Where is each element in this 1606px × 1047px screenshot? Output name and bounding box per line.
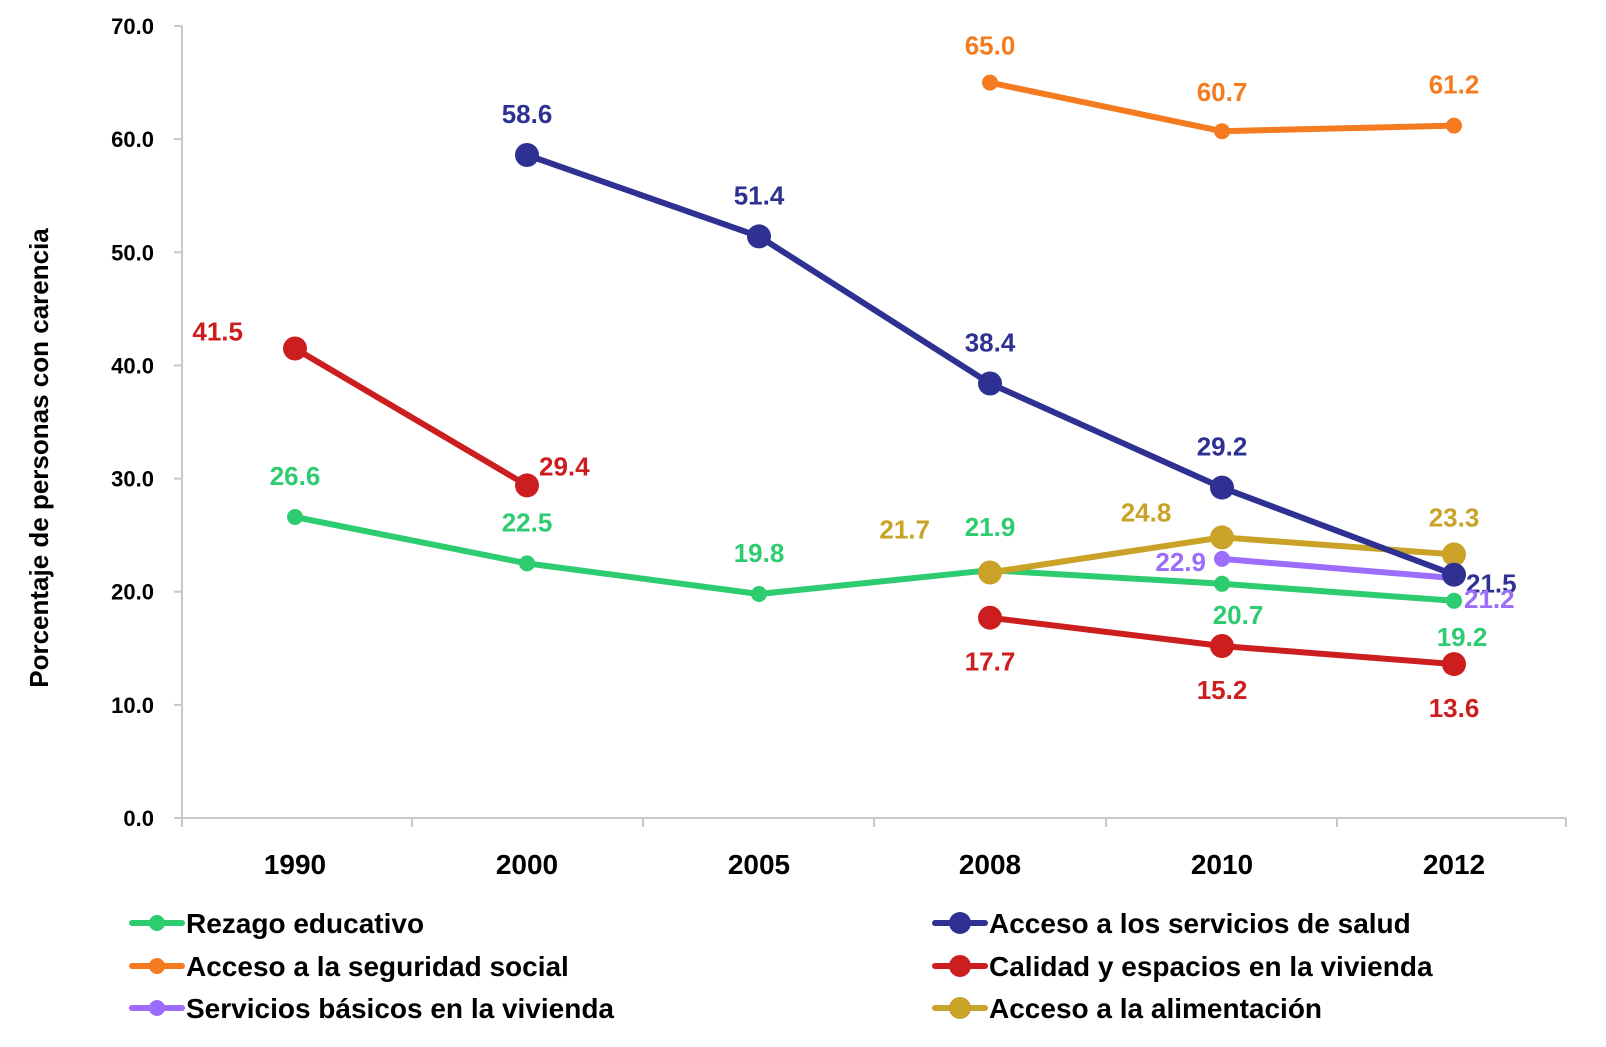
data-label: 21.9 [965,512,1016,542]
series-line [292,514,1457,604]
data-label: 60.7 [1197,77,1248,107]
data-label: 58.6 [502,99,553,129]
data-point [978,371,1002,396]
data-label: 22.5 [502,507,553,537]
series-acceso-a-los-servicios-de-salud [515,143,1466,587]
legend-swatch-marker [149,958,165,974]
data-point [1446,117,1462,134]
data-label: 19.2 [1437,622,1488,652]
legend-swatch-marker [149,1000,165,1016]
data-point [982,74,998,91]
legend-swatch-marker [949,997,971,1019]
data-label: 29.4 [539,451,590,481]
series-servicios-basicos-en-la-vivienda [1214,550,1462,587]
y-tick-label: 40.0 [111,353,154,378]
legend-swatch-marker [949,955,971,977]
data-point [515,473,539,498]
legend-item-acceso-a-la-seguridad-social: Acceso a la seguridad social [129,951,569,982]
data-label: 21.2 [1464,584,1515,614]
data-point [1210,525,1234,550]
data-point [1446,592,1462,609]
x-tick-label: 2008 [959,849,1021,880]
data-label: 23.3 [1429,502,1480,532]
data-point [751,586,767,602]
x-tick-label: 2005 [728,849,790,880]
data-point [1214,550,1230,567]
legend-label: Acceso a la seguridad social [186,951,569,982]
data-label: 17.7 [965,647,1016,677]
data-label: 19.8 [734,538,785,568]
data-point [1214,575,1230,592]
x-tick-label: 2012 [1423,849,1485,880]
data-label: 51.4 [734,180,785,210]
legend-item-servicios-basicos-en-la-vivienda: Servicios básicos en la vivienda [129,993,614,1024]
y-axis-title-group: Porcentaje de personas con carencia [24,228,54,688]
data-label: 41.5 [192,317,243,347]
series-line [292,345,530,489]
legend-swatch-marker [949,912,971,934]
data-point [1442,542,1466,567]
data-label: 65.0 [965,31,1016,61]
data-point [747,224,771,249]
legend-label: Acceso a la alimentación [989,993,1322,1024]
data-label: 22.9 [1155,547,1206,577]
legend-item-calidad-y-espacios-en-la-vivienda: Calidad y espacios en la vivienda [932,951,1433,982]
data-point [1214,123,1230,140]
legend-label: Calidad y espacios en la vivienda [989,951,1433,982]
data-point [978,560,1002,585]
data-label: 38.4 [965,328,1016,358]
x-tick-label: 1990 [264,849,326,880]
legend-item-acceso-a-los-servicios-de-salud: Acceso a los servicios de salud [932,908,1411,939]
y-tick-label: 30.0 [111,467,154,492]
data-point [515,143,539,167]
legend: Rezago educativo Acceso a los servicios d… [129,908,1433,1024]
data-label: 21.7 [879,515,930,545]
data-label: 24.8 [1121,497,1172,527]
series-layer [283,74,1466,677]
data-label: 21.5 [1466,569,1517,599]
y-axis-title: Porcentaje de personas con carencia [24,228,54,688]
axes: 0.0 10.0 20.0 30.0 40.0 50.0 60.0 70.0 1990 2000 2… [111,14,1567,880]
data-label: 61.2 [1429,70,1480,100]
y-tick-label: 50.0 [111,240,154,265]
y-tick-label: 70.0 [111,14,154,39]
data-label: 13.6 [1429,693,1480,723]
data-label: 26.6 [270,461,321,491]
x-tick-label: 2010 [1191,849,1253,880]
series-acceso-a-la-seguridad-social [982,74,1462,140]
y-tick-label: 0.0 [123,806,154,831]
data-labels: 26.6 22.5 19.8 21.9 20.7 19.2 58.6 51.4 38.4 29.2… [192,31,1517,723]
y-tick-label: 60.0 [111,127,154,152]
legend-item-rezago-educativo: Rezago educativo [129,908,424,939]
x-tick-label: 2000 [496,849,558,880]
series-rezago-educativo [287,509,1462,609]
data-point [287,509,303,525]
data-label: 20.7 [1213,600,1264,630]
data-point [1210,634,1234,658]
series-line [1219,555,1457,582]
y-tick-label: 10.0 [111,693,154,718]
data-point [1442,562,1466,587]
legend-label: Rezago educativo [186,908,424,939]
data-point [519,555,535,572]
y-tick-label: 20.0 [111,580,154,605]
legend-label: Acceso a los servicios de salud [989,908,1411,939]
legend-item-acceso-a-la-alimentacion: Acceso a la alimentación [932,993,1322,1024]
data-point [978,605,1002,630]
series-calidad-y-espacios-en-la-vivienda [283,336,1466,677]
data-label: 15.2 [1197,675,1248,705]
data-point [283,336,307,361]
data-point [1210,475,1234,500]
data-point [1442,652,1466,677]
legend-swatch-marker [149,915,165,931]
legend-label: Servicios básicos en la vivienda [186,993,614,1024]
data-label: 29.2 [1197,432,1248,462]
